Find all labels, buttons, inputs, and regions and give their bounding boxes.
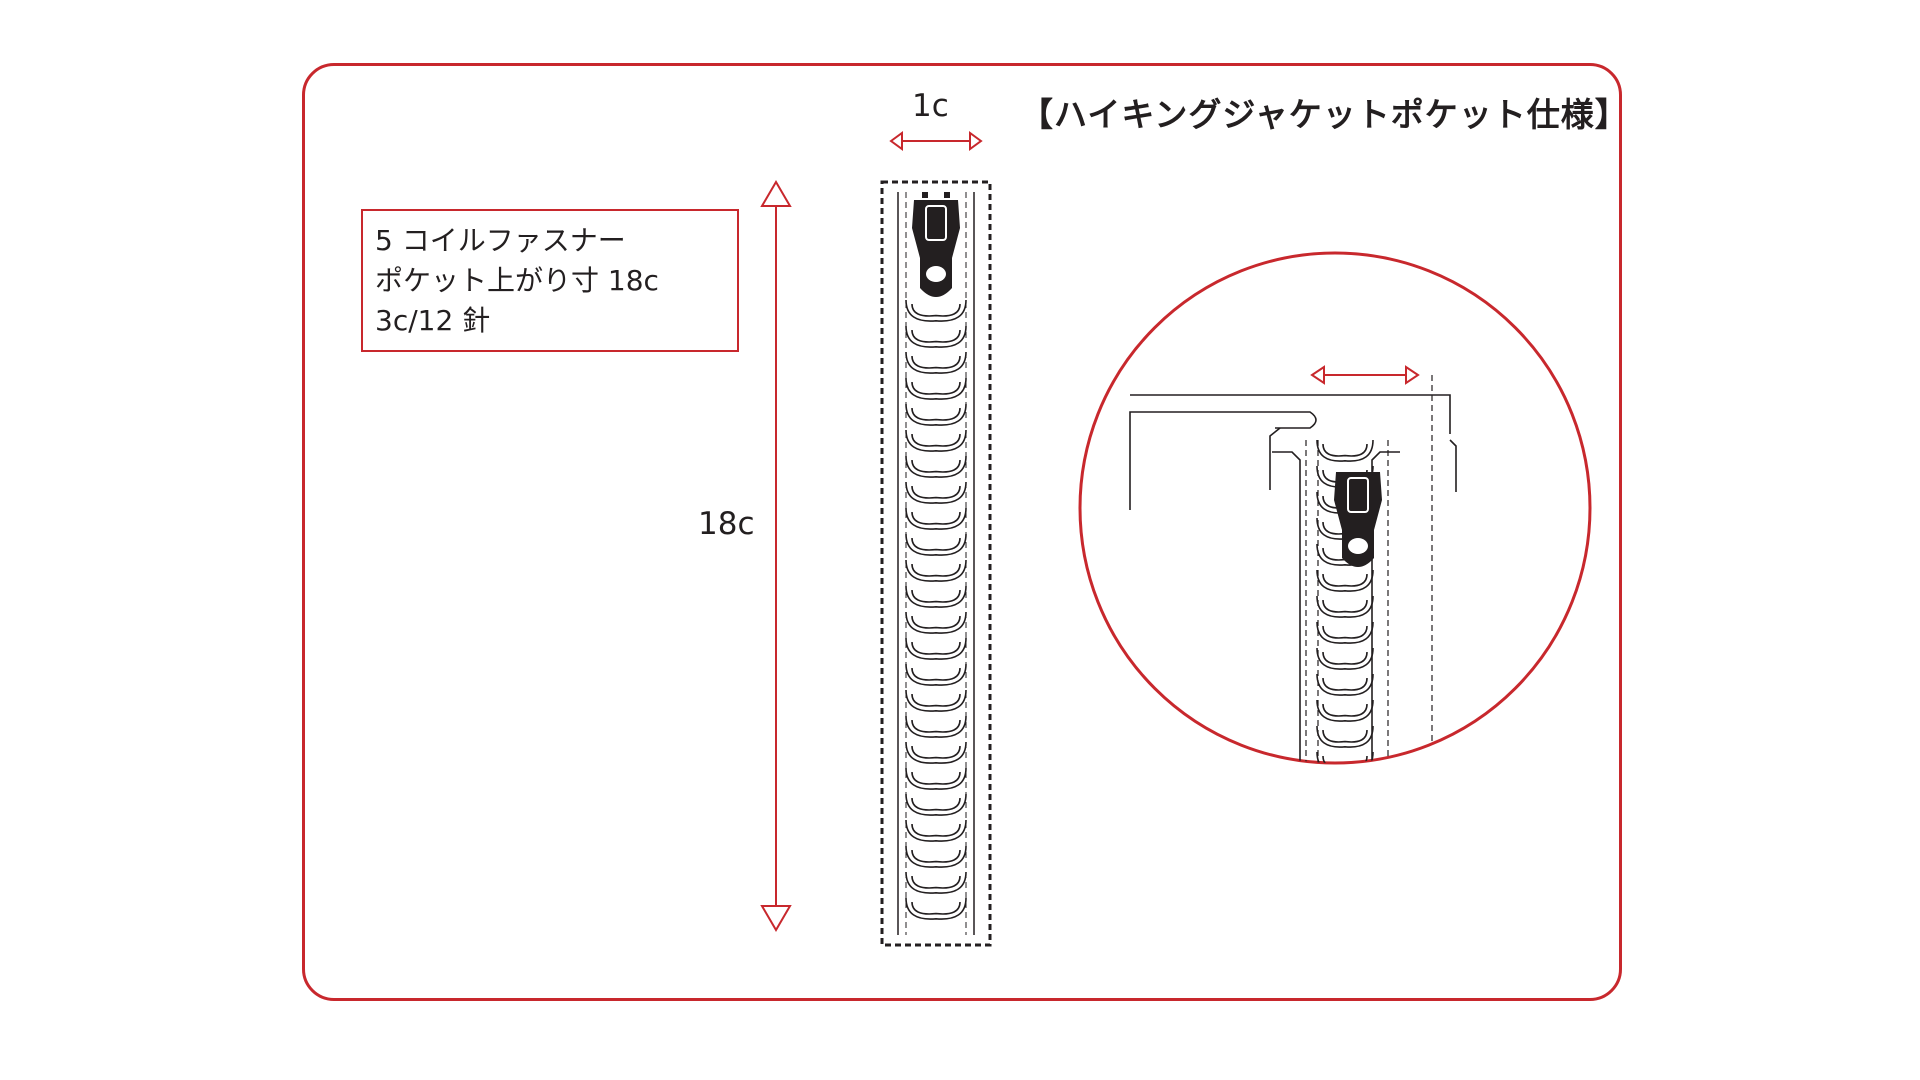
coil-tooth-inner — [911, 329, 961, 343]
coil-tooth-inner — [911, 693, 961, 707]
coil-tooth — [905, 325, 967, 348]
coil-tooth — [905, 299, 967, 322]
coil-tooth — [905, 611, 967, 634]
coil-tooth — [905, 663, 967, 686]
coil-tooth — [905, 741, 967, 764]
spec-line-zipper: 5 コイルファスナー — [375, 224, 626, 257]
coil-tooth — [905, 689, 967, 712]
coil-tooth — [905, 871, 967, 894]
coil-tooth-inner — [911, 355, 961, 369]
coil-tooth-inner — [911, 615, 961, 629]
coil-tooth-inner — [911, 511, 961, 525]
coil-tooth-inner — [911, 875, 961, 889]
coil-tooth — [905, 507, 967, 530]
spec-line-stitch: 3c/12 針 — [375, 304, 491, 337]
coil-tooth — [905, 845, 967, 868]
coil-tooth — [905, 793, 967, 816]
coil-tooth-inner — [911, 849, 961, 863]
diagram-frame — [302, 63, 1622, 1001]
coil-tooth-inner — [1322, 677, 1368, 691]
spec-box: 5 コイルファスナー ポケット上がり寸 18c 3c/12 針 — [361, 209, 739, 352]
zipper-slider — [912, 192, 960, 297]
coil-tooth-inner — [911, 303, 961, 317]
coil-tooth-inner — [911, 433, 961, 447]
coil-tooth — [905, 767, 967, 790]
coil-tooth-inner — [1322, 443, 1368, 457]
coil-tooth — [1316, 621, 1374, 644]
coil-tooth — [905, 403, 967, 426]
coil-tooth-inner — [911, 407, 961, 421]
coil-tooth-inner — [911, 563, 961, 577]
coil-tooth-inner — [911, 667, 961, 681]
diagram-title: 【ハイキングジャケットポケット仕様】 — [1020, 95, 1629, 134]
coil-tooth — [905, 819, 967, 842]
spec-line-pocket-size: ポケット上がり寸 18c — [375, 264, 659, 297]
coil-tooth-inner — [911, 745, 961, 759]
pocket-length-arrow — [760, 180, 792, 932]
coil-tooth-inner — [911, 719, 961, 733]
coil-tooth — [905, 377, 967, 400]
coil-tooth-inner — [1322, 729, 1368, 743]
coil-tooth-inner — [911, 641, 961, 655]
coil-tooth — [1316, 725, 1374, 748]
coil-zipper — [880, 180, 992, 947]
coil-tooth — [905, 351, 967, 374]
coil-tooth-inner — [911, 459, 961, 473]
coil-tooth — [905, 559, 967, 582]
coil-tooth-inner — [1322, 703, 1368, 717]
coil-tooth — [905, 533, 967, 556]
detail-width-arrow — [1310, 365, 1420, 385]
coil-tooth-inner — [1322, 651, 1368, 665]
zipper-width-label: 1c — [912, 88, 949, 124]
detail-zipper-slider — [1334, 472, 1382, 567]
coil-tooth — [1316, 647, 1374, 670]
coil-tooth-inner — [911, 537, 961, 551]
coil-tooth — [1316, 673, 1374, 696]
coil-tooth-inner — [911, 381, 961, 395]
pocket-length-label: 18c — [698, 506, 755, 542]
coil-tooth-inner — [1322, 573, 1368, 587]
coil-tooth-inner — [911, 771, 961, 785]
coil-tooth-inner — [911, 797, 961, 811]
coil-tooth — [905, 585, 967, 608]
coil-tooth-inner — [911, 485, 961, 499]
coil-tooth — [905, 455, 967, 478]
coil-tooth-inner — [911, 823, 961, 837]
coil-tooth — [1316, 569, 1374, 592]
coil-tooth — [1316, 699, 1374, 722]
zipper-width-arrow — [889, 131, 983, 151]
coil-tooth — [905, 429, 967, 452]
coil-tooth — [905, 637, 967, 660]
coil-tooth — [905, 897, 967, 920]
coil-tooth — [1316, 595, 1374, 618]
coil-tooth — [905, 715, 967, 738]
coil-tooth — [905, 481, 967, 504]
coil-tooth-inner — [1322, 625, 1368, 639]
coil-tooth-inner — [1322, 599, 1368, 613]
coil-tooth-inner — [911, 901, 961, 915]
coil-tooth — [1316, 439, 1374, 462]
coil-tooth-inner — [911, 589, 961, 603]
